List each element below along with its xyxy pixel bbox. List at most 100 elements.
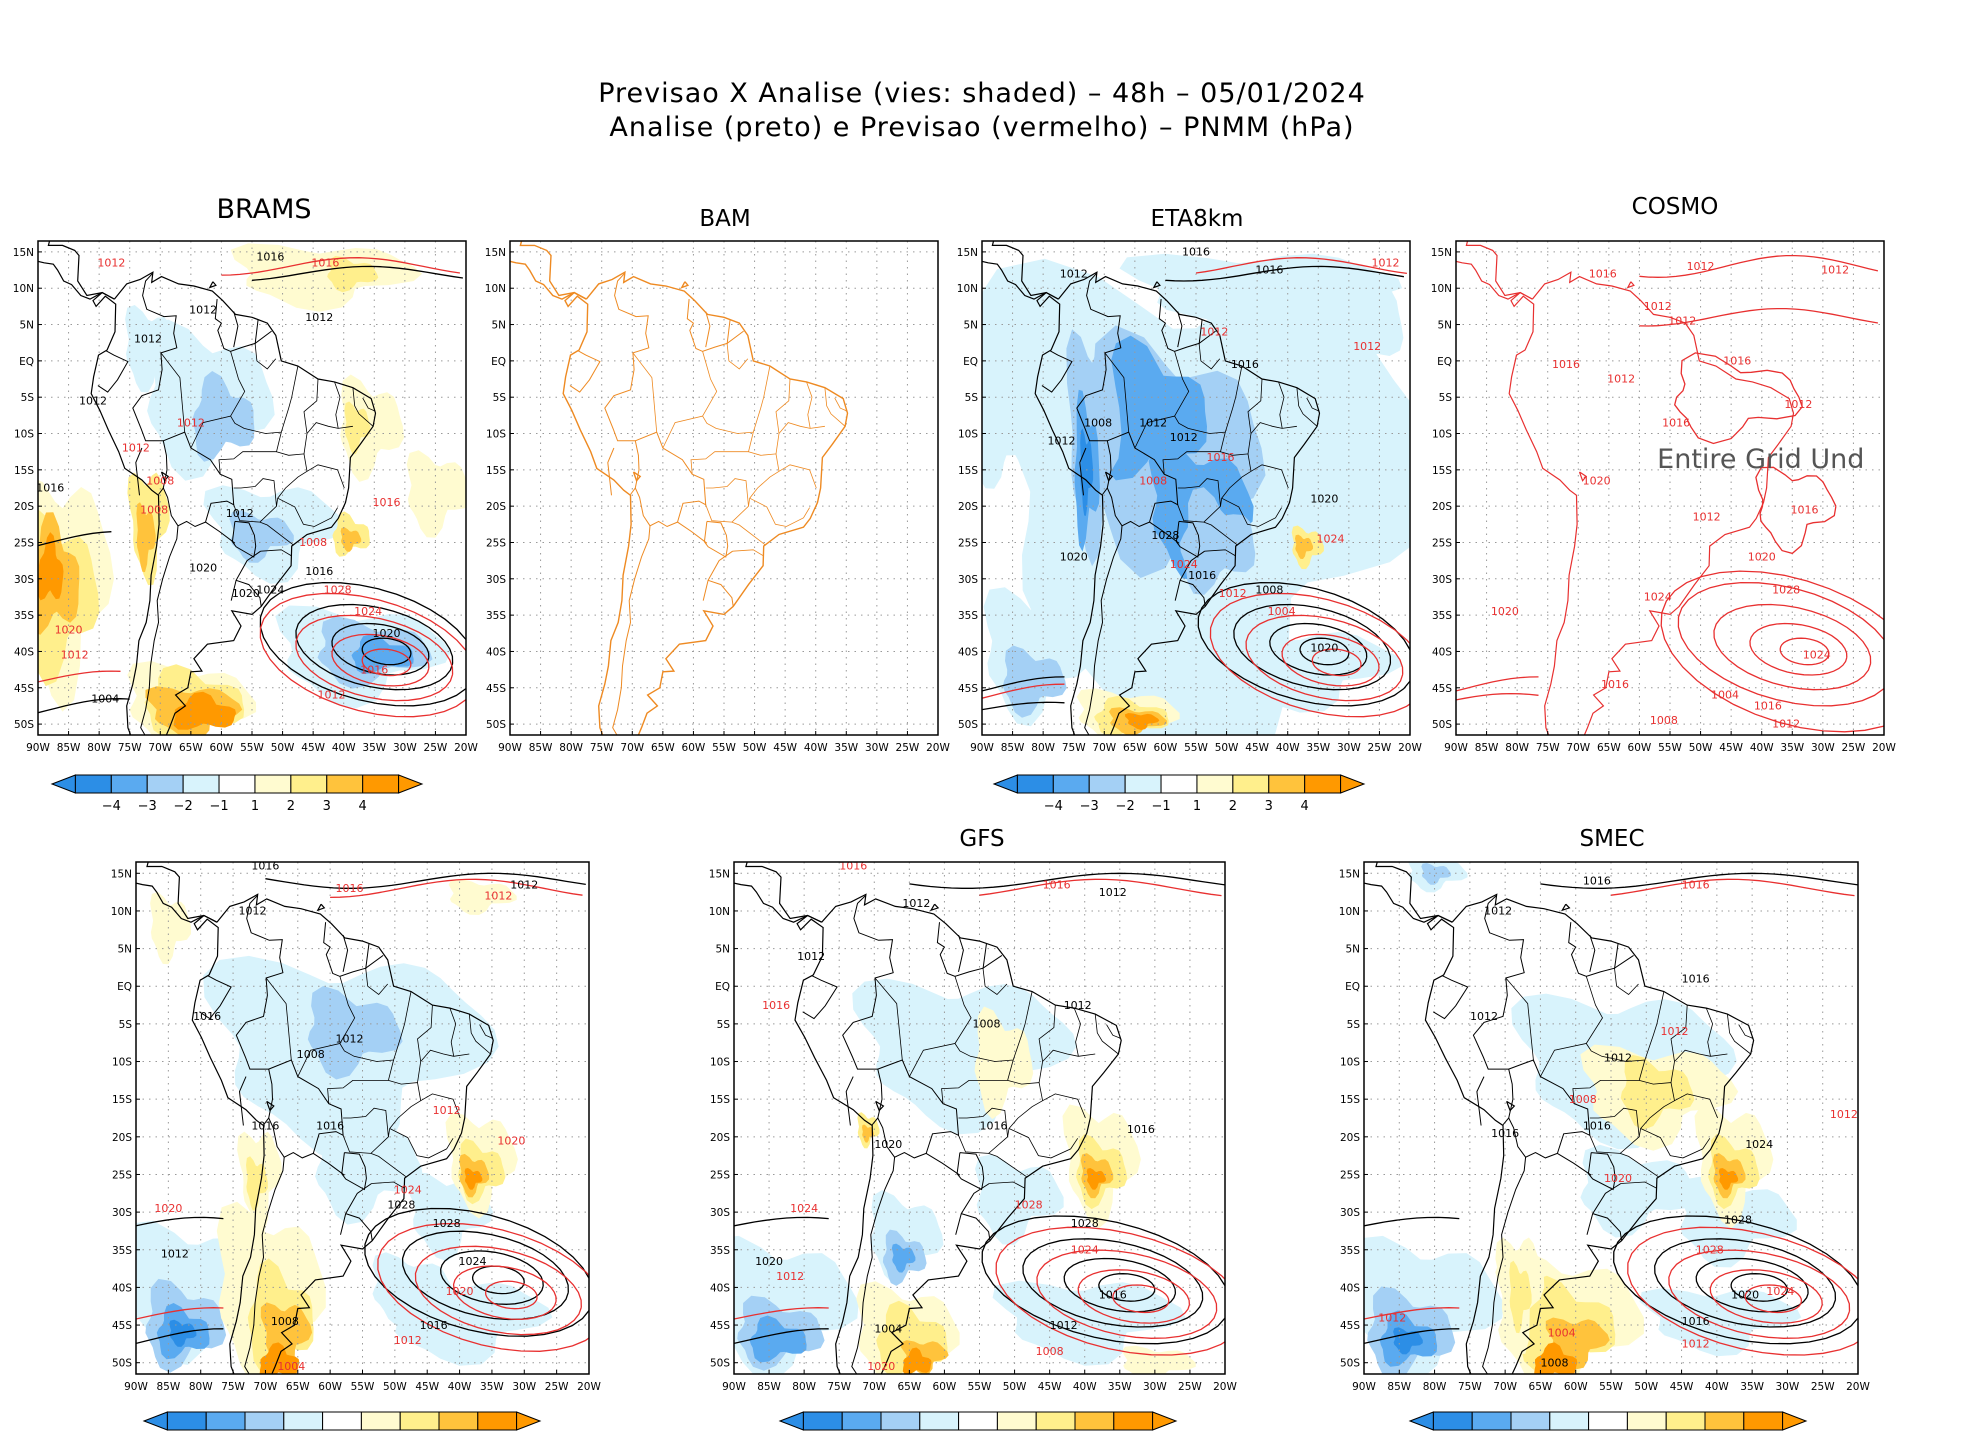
bias-shade-pos3 xyxy=(136,502,156,573)
isobar-label: 1016 xyxy=(980,1119,1008,1132)
colorbar-label: 4 xyxy=(359,799,367,814)
lat-tick-label: 45S xyxy=(1432,683,1452,695)
isobar-analysis xyxy=(38,531,112,547)
coastline xyxy=(606,217,642,230)
country-border xyxy=(707,579,734,607)
isobar-label: 1020 xyxy=(1583,474,1611,487)
lon-tick-label: 40W xyxy=(804,742,828,754)
lon-tick-label: 70W xyxy=(1493,1381,1517,1393)
lon-tick-label: 45W xyxy=(415,1381,439,1393)
country-border xyxy=(132,273,178,495)
lon-tick-label: 55W xyxy=(1658,742,1682,754)
lat-tick-label: 10S xyxy=(14,429,34,441)
undefined-grid-message: Entire Grid Und xyxy=(1657,444,1864,475)
state-border xyxy=(909,991,1033,1077)
bias-shade-pos1 xyxy=(150,891,191,965)
isobar-label: 1008 xyxy=(973,1018,1001,1031)
lat-tick-label: 35S xyxy=(958,610,978,622)
lat-tick-label: 50S xyxy=(1340,1358,1360,1370)
coastline xyxy=(90,271,377,735)
isobar-forecast xyxy=(1673,352,1803,445)
state-border xyxy=(775,378,791,434)
lon-tick-label: 20W xyxy=(1846,1381,1870,1393)
state-border xyxy=(806,381,813,429)
country-border xyxy=(365,943,370,969)
lon-tick-label: 25W xyxy=(1368,742,1392,754)
isobar-label: 1028 xyxy=(433,1217,461,1230)
colorbar-segment xyxy=(146,774,184,794)
lat-tick-label: 25S xyxy=(1340,1169,1360,1181)
isobar-forecast xyxy=(295,614,454,702)
colorbar-label: −2 xyxy=(1116,799,1135,814)
coastline xyxy=(284,848,294,850)
isobar-forecast xyxy=(330,878,583,899)
bias-shade-pos4 xyxy=(1534,1342,1578,1374)
isobar-label: 1024 xyxy=(354,605,382,618)
country-border xyxy=(569,350,601,393)
isobar-forecast xyxy=(1610,878,1855,897)
coastline xyxy=(1375,862,1439,920)
isobar-label: 1024 xyxy=(1317,532,1345,545)
colorbar-label: −3 xyxy=(138,799,157,814)
colorbar-segment xyxy=(1196,774,1234,794)
colorbar-label: 3 xyxy=(1265,799,1273,814)
country-border xyxy=(686,299,744,352)
colorbar-segment xyxy=(996,1411,1037,1431)
state-border xyxy=(297,991,412,1077)
lon-tick-label: 30W xyxy=(1143,1381,1167,1393)
lon-tick-label: 50W xyxy=(743,742,767,754)
isobar-forecast xyxy=(1112,1284,1170,1314)
coastline xyxy=(929,903,940,912)
lat-tick-label: 15N xyxy=(485,247,506,259)
country-border xyxy=(1198,319,1203,345)
isobar-label: 1012 xyxy=(161,1247,189,1260)
lat-tick-label: 35S xyxy=(112,1245,132,1257)
lat-tick-label: 10S xyxy=(1432,429,1452,441)
map-panel-brams: 1016 1016 1012 1012 1012 1012 1012 1012 1008 1012… xyxy=(13,240,478,754)
isobar-label: 1016 xyxy=(839,860,867,873)
bias-shade-pos4 xyxy=(173,691,236,730)
colorbar-segment xyxy=(958,1411,998,1431)
isobar-analysis xyxy=(295,603,454,691)
colorbar-segment xyxy=(1160,774,1198,794)
state-border xyxy=(417,1049,470,1083)
isobar-forecast xyxy=(1749,622,1848,676)
isobar-forecast xyxy=(734,1307,829,1320)
colorbar-segment xyxy=(919,1411,960,1431)
isobar-label: 1016 xyxy=(360,663,388,676)
isobar-analysis xyxy=(1098,1273,1156,1302)
bias-shade-neg1 xyxy=(1580,1144,1699,1238)
isobar-label: 1016 xyxy=(762,999,790,1012)
lon-tick-label: 60W xyxy=(1564,1381,1588,1393)
lat-tick-label: EQ xyxy=(117,981,132,993)
bias-shade-neg1 xyxy=(125,305,177,393)
country-border xyxy=(1079,447,1087,496)
lon-tick-label: 25W xyxy=(1178,1381,1202,1393)
country-border xyxy=(1175,520,1201,558)
isobar-forecast xyxy=(361,648,412,677)
bias-shade-pos2 xyxy=(1620,1054,1695,1130)
bias-shade-pos1 xyxy=(448,878,517,915)
country-border xyxy=(726,319,731,345)
state-border xyxy=(371,1181,405,1189)
isobar-analysis xyxy=(136,1216,224,1227)
state-border xyxy=(1705,1007,1714,1057)
lon-tick-label: 35W xyxy=(1306,742,1330,754)
isobar-label: 1008 xyxy=(1255,583,1283,596)
country-border xyxy=(140,525,179,735)
state-border xyxy=(365,968,389,996)
coastline xyxy=(1475,837,1516,851)
bias-shade-neg1 xyxy=(982,387,1030,489)
isobar-analysis xyxy=(1364,1216,1460,1227)
isobar-label: 1016 xyxy=(311,256,339,269)
state-border xyxy=(370,1153,407,1178)
lat-tick-label: 15N xyxy=(13,247,34,259)
lat-tick-label: 35S xyxy=(1432,610,1452,622)
isobar-label: 1016 xyxy=(251,1119,279,1132)
colorbar-segment xyxy=(1704,1411,1745,1431)
isobar-label: 1012 xyxy=(1668,315,1696,328)
isobar-label: 1020 xyxy=(189,562,217,575)
lon-tick-label: 75W xyxy=(590,742,614,754)
state-border xyxy=(1094,1014,1119,1055)
state-border xyxy=(254,343,277,370)
